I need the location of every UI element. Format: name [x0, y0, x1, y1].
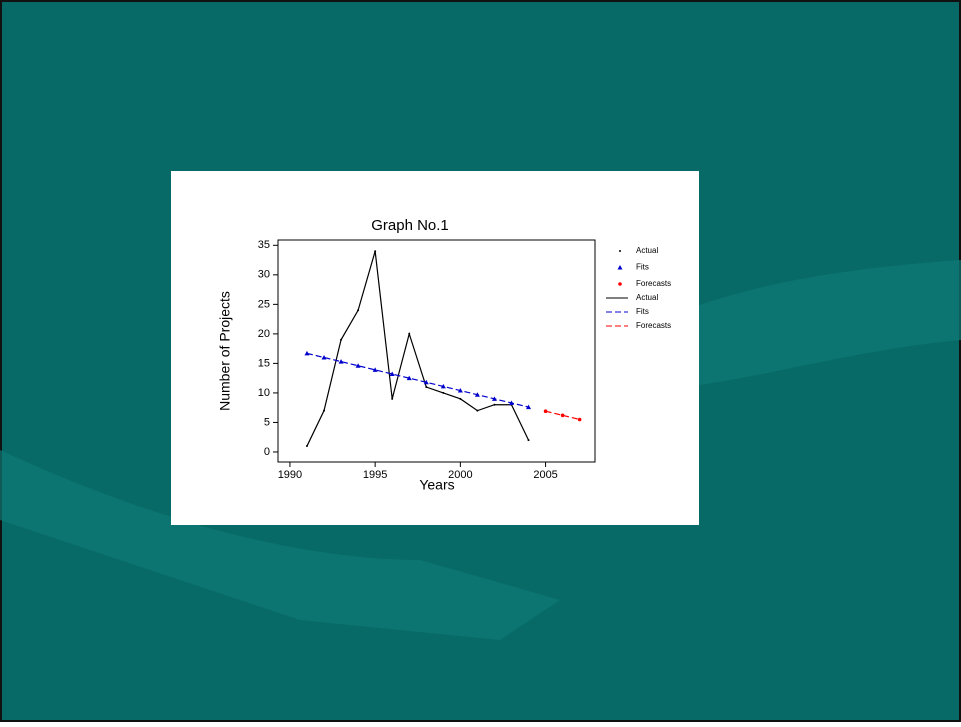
marker	[355, 363, 361, 368]
marker	[457, 388, 463, 393]
marker	[543, 409, 548, 414]
marker	[304, 350, 310, 356]
marker	[440, 383, 446, 389]
x-tick-label: 2005	[533, 469, 557, 481]
plot-frame	[277, 239, 596, 463]
marker	[476, 409, 479, 412]
marker	[577, 417, 582, 422]
marker	[508, 400, 514, 405]
marker	[321, 354, 327, 360]
y-tick-label: 0	[264, 446, 270, 458]
marker	[425, 386, 428, 389]
marker	[560, 413, 565, 418]
legend-label: Actual	[636, 293, 658, 302]
marker	[442, 391, 445, 394]
y-tick-label: 20	[258, 328, 270, 340]
series-line	[306, 352, 529, 408]
y-tick-label: 5	[264, 416, 270, 428]
y-tick-label: 10	[258, 387, 270, 399]
y-tick-label: 35	[258, 239, 270, 251]
legend-label: Fits	[636, 263, 649, 272]
x-axis-label: Years	[419, 477, 454, 493]
y-tick-label: 25	[258, 298, 270, 310]
marker	[406, 375, 412, 381]
y-tick-label: 15	[258, 357, 270, 369]
marker	[323, 409, 326, 412]
marker	[617, 265, 623, 270]
marker	[491, 396, 497, 401]
marker	[408, 332, 411, 335]
marker	[527, 439, 530, 442]
marker	[389, 371, 395, 377]
marker	[338, 359, 344, 364]
marker	[391, 397, 394, 400]
marker	[374, 250, 377, 253]
marker	[459, 397, 462, 400]
marker	[423, 379, 429, 385]
decoration	[0, 450, 560, 640]
legend-label: Forecasts	[636, 279, 671, 288]
legend-label: Actual	[636, 246, 658, 255]
legend-label: Forecasts	[636, 321, 671, 330]
y-axis-label: Number of Projects	[217, 291, 233, 411]
x-tick-label: 2000	[448, 469, 472, 481]
marker	[493, 403, 496, 406]
marker	[340, 338, 343, 341]
series-line	[545, 410, 580, 421]
y-tick-label: 30	[258, 269, 270, 281]
marker	[372, 367, 378, 372]
marker	[618, 282, 622, 286]
plot: 0 5 10 15 20 25 30 35 1990 1995 2000 2005	[258, 239, 582, 481]
marker	[305, 445, 308, 448]
x-tick-label: 1995	[363, 469, 387, 481]
chart-title: Graph No.1	[371, 217, 449, 234]
marker	[619, 250, 621, 252]
x-tick-label: 1990	[278, 469, 302, 481]
legend: Actual Actual Fits Fits Forecasts Forecasts	[606, 246, 671, 330]
chart-panel	[171, 171, 699, 525]
marker	[526, 404, 532, 410]
decoration	[640, 260, 961, 390]
marker	[357, 309, 360, 312]
series-line	[306, 251, 530, 447]
marker	[474, 392, 480, 397]
legend-label: Fits	[636, 307, 649, 316]
